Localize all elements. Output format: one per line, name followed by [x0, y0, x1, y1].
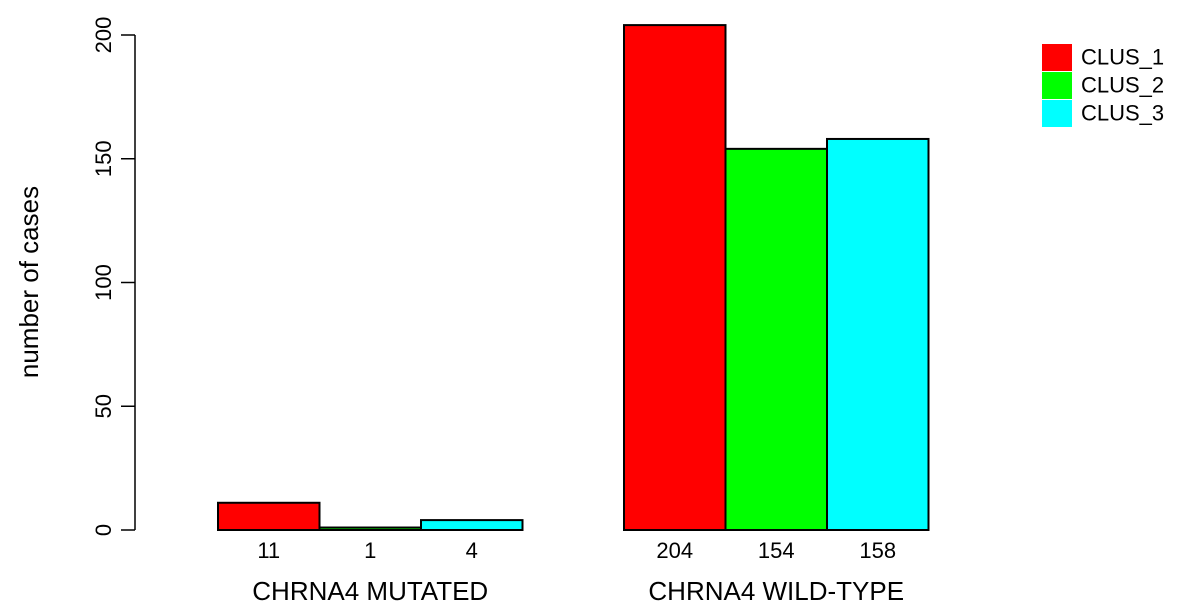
legend-label: CLUS_1	[1081, 44, 1164, 69]
y-tick-label: 0	[91, 524, 116, 536]
y-tick-label: 200	[91, 17, 116, 54]
y-tick-label: 150	[91, 140, 116, 177]
group-labels: CHRNA4 MUTATED CHRNA4 WILD-TYPE	[252, 576, 904, 606]
value-labels: 11 1 4 204 154 158	[257, 538, 896, 563]
bar-clus-1	[623, 24, 727, 531]
y-axis-title: number of cases	[14, 186, 44, 378]
legend-swatch	[1042, 44, 1072, 71]
legend: CLUS_1 CLUS_2 CLUS_3	[1042, 44, 1164, 127]
bar-value-label: 204	[656, 538, 693, 563]
bar-clus-3	[826, 137, 930, 531]
bar-value-label: 4	[466, 538, 478, 563]
legend-swatch	[1042, 72, 1072, 99]
legend-label: CLUS_3	[1081, 100, 1164, 125]
bar-value-label: 158	[859, 538, 896, 563]
category-label: CHRNA4 MUTATED	[252, 576, 488, 606]
bar-clus-1	[217, 501, 321, 531]
legend-label: CLUS_2	[1081, 72, 1164, 97]
y-axis: 0 50 100 150 200	[91, 17, 136, 536]
category-label: CHRNA4 WILD-TYPE	[648, 576, 904, 606]
y-tick-label: 50	[91, 394, 116, 418]
bar-value-label: 11	[257, 538, 280, 563]
y-tick-label: 100	[91, 264, 116, 301]
bar-clus-3	[420, 519, 524, 531]
legend-swatch	[1042, 100, 1072, 127]
bar-value-label: 1	[364, 538, 376, 563]
bar-group	[217, 24, 930, 532]
bar-value-label: 154	[758, 538, 795, 563]
bar-clus-2	[318, 526, 422, 532]
bar-clus-2	[724, 147, 828, 531]
